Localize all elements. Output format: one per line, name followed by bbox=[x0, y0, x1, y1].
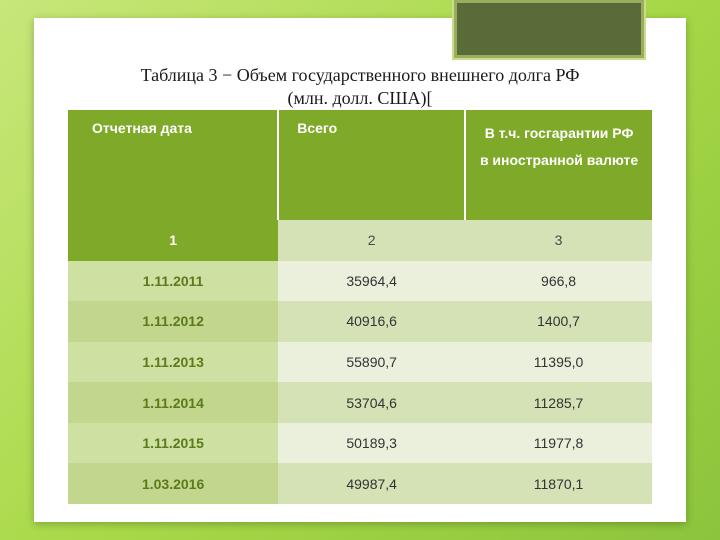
numcell: 3 bbox=[465, 220, 652, 261]
table-row: 1.03.2016 49987,4 11870,1 bbox=[68, 463, 652, 504]
cell-total: 55890,7 bbox=[278, 342, 465, 383]
cell-guar: 11285,7 bbox=[465, 382, 652, 423]
cell-guar: 966,8 bbox=[465, 261, 652, 302]
table-number-row: 1 2 3 bbox=[68, 220, 652, 261]
cell-total: 49987,4 bbox=[278, 463, 465, 504]
cell-date: 1.11.2012 bbox=[68, 301, 278, 342]
title-line1: Таблица 3 − Объем государственного внешн… bbox=[141, 65, 580, 85]
data-table: Отчетная дата Всего В т.ч. госгарантии Р… bbox=[68, 110, 652, 504]
col3-line2: в иностранной валюте bbox=[480, 152, 638, 168]
title-line2: (млн. долл. США) bbox=[287, 88, 426, 108]
table-row: 1.11.2013 55890,7 11395,0 bbox=[68, 342, 652, 383]
title-bracket: [ bbox=[427, 88, 433, 108]
accent-block bbox=[454, 0, 644, 58]
table-header-row: Отчетная дата Всего В т.ч. госгарантии Р… bbox=[68, 110, 652, 220]
cell-total: 50189,3 bbox=[278, 423, 465, 464]
cell-date: 1.03.2016 bbox=[68, 463, 278, 504]
cell-guar: 11977,8 bbox=[465, 423, 652, 464]
col-header-total: Всего bbox=[278, 110, 465, 220]
slide-card: Таблица 3 − Объем государственного внешн… bbox=[34, 18, 686, 522]
cell-guar: 11870,1 bbox=[465, 463, 652, 504]
data-table-container: Отчетная дата Всего В т.ч. госгарантии Р… bbox=[68, 110, 652, 504]
cell-total: 40916,6 bbox=[278, 301, 465, 342]
col-header-guarantees: В т.ч. госгарантии РФ в иностранной валю… bbox=[465, 110, 652, 220]
cell-guar: 11395,0 bbox=[465, 342, 652, 383]
col-header-date: Отчетная дата bbox=[68, 110, 278, 220]
col3-line1: В т.ч. госгарантии РФ bbox=[485, 125, 634, 141]
cell-total: 53704,6 bbox=[278, 382, 465, 423]
table-row: 1.11.2011 35964,4 966,8 bbox=[68, 261, 652, 302]
cell-date: 1.11.2013 bbox=[68, 342, 278, 383]
slide-title: Таблица 3 − Объем государственного внешн… bbox=[68, 64, 652, 111]
cell-total: 35964,4 bbox=[278, 261, 465, 302]
cell-date: 1.11.2011 bbox=[68, 261, 278, 302]
cell-guar: 1400,7 bbox=[465, 301, 652, 342]
table-row: 1.11.2015 50189,3 11977,8 bbox=[68, 423, 652, 464]
numcell: 2 bbox=[278, 220, 465, 261]
table-row: 1.11.2014 53704,6 11285,7 bbox=[68, 382, 652, 423]
numcell: 1 bbox=[68, 220, 278, 261]
table-row: 1.11.2012 40916,6 1400,7 bbox=[68, 301, 652, 342]
cell-date: 1.11.2014 bbox=[68, 382, 278, 423]
cell-date: 1.11.2015 bbox=[68, 423, 278, 464]
